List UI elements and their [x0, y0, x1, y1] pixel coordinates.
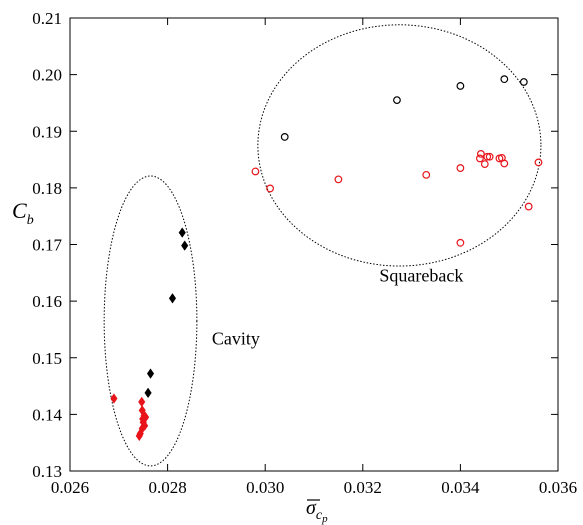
data-point-circle	[500, 75, 509, 84]
ticks-layer: 0.026 0.028 0.030 0.032 0.034 0.036 0.13 0.14 0.…	[32, 9, 577, 497]
data-point-diamond	[146, 368, 155, 379]
annotation-label: Cavity	[212, 329, 260, 349]
points-layer	[110, 75, 543, 442]
x-axis-label-main: σ	[306, 497, 317, 519]
annotations-layer: Cavity Squareback	[212, 265, 463, 348]
y-tick-label: 0.19	[32, 122, 62, 141]
data-point-circle	[393, 96, 401, 105]
data-point-circle	[456, 238, 465, 247]
data-point-circle	[524, 202, 533, 211]
data-point-circle	[534, 158, 543, 167]
x-tick-label: 0.032	[344, 478, 382, 497]
data-point-circle	[497, 153, 506, 162]
ellipses-layer	[103, 24, 542, 467]
data-point-diamond	[110, 393, 118, 404]
x-tick-label: 0.036	[539, 478, 577, 497]
cluster-ellipse	[103, 175, 198, 467]
annotation-label: Squareback	[379, 265, 463, 285]
data-point-circle	[476, 149, 485, 158]
data-point-diamond	[168, 293, 177, 304]
data-point-diamond	[178, 227, 186, 238]
x-tick-label: 0.030	[246, 478, 284, 497]
x-axis-label-sub: c	[316, 508, 323, 523]
data-point-circle	[483, 152, 492, 161]
y-tick-label: 0.13	[32, 462, 62, 481]
x-tick-label: 0.026	[51, 478, 89, 497]
data-point-diamond	[144, 387, 152, 399]
data-point-diamond	[138, 396, 146, 408]
data-point-circle	[519, 78, 528, 86]
y-tick-label: 0.16	[32, 292, 62, 311]
x-tick-label: 0.034	[441, 478, 480, 497]
data-point-diamond	[135, 430, 143, 442]
y-tick-label: 0.15	[32, 349, 62, 368]
y-tick-label: 0.14	[32, 405, 62, 424]
y-tick-label: 0.20	[32, 66, 62, 85]
y-axis-label-main: C	[12, 198, 27, 223]
x-axis-label: σcp	[306, 497, 328, 525]
y-tick-label: 0.17	[32, 236, 62, 255]
svg-text:σcp: σcp	[306, 497, 328, 525]
data-point-circle	[422, 170, 431, 179]
y-tick-label: 0.18	[32, 179, 62, 198]
data-point-circle	[334, 175, 343, 184]
data-point-diamond	[181, 240, 189, 251]
cluster-ellipse	[257, 24, 542, 267]
data-point-circle	[456, 164, 465, 172]
y-tick-label: 0.21	[32, 9, 62, 28]
data-point-circle	[476, 154, 484, 163]
data-point-circle	[280, 133, 289, 141]
data-point-diamond	[142, 411, 150, 423]
data-point-circle	[480, 160, 489, 168]
y-axis-label-sub: b	[27, 213, 34, 228]
data-point-circle	[456, 82, 465, 90]
y-axis-label: Cb	[12, 198, 34, 228]
data-point-circle	[485, 152, 494, 161]
x-axis-label-subsub: p	[321, 513, 328, 525]
data-point-circle	[266, 184, 274, 193]
data-point-circle	[251, 167, 260, 176]
x-tick-label: 0.028	[148, 478, 186, 497]
